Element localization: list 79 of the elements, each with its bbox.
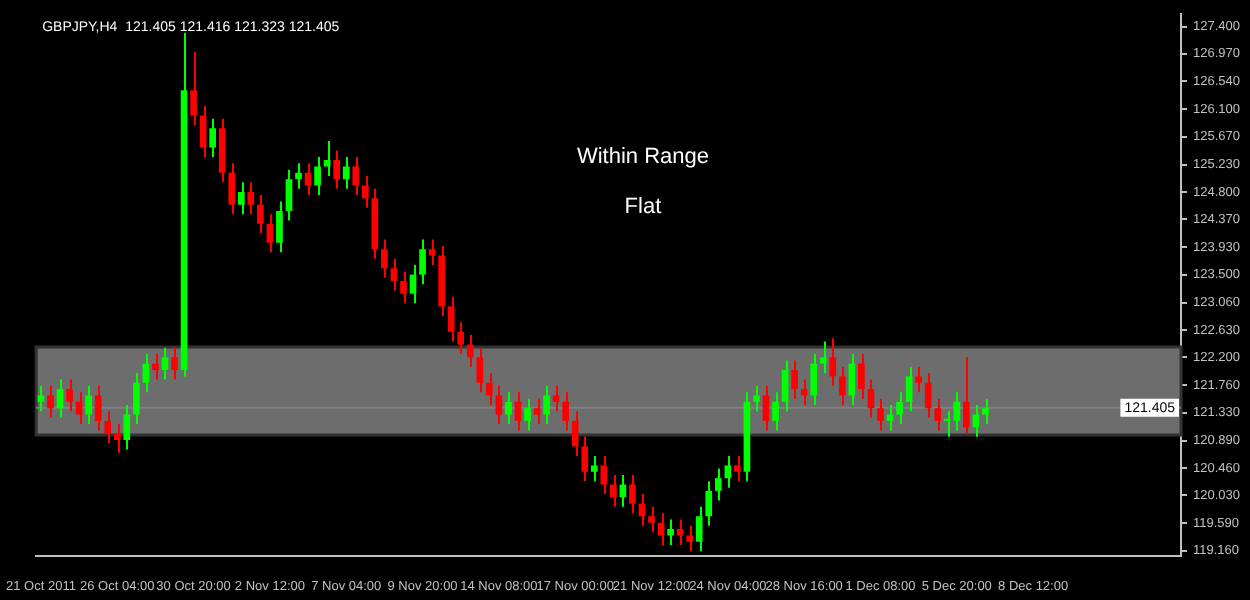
candlestick [867, 378, 875, 419]
candlestick [133, 372, 140, 426]
candlestick [361, 175, 369, 209]
candlestick [486, 372, 493, 407]
candlestick [877, 397, 884, 432]
candlestick [85, 384, 92, 426]
candlestick [562, 391, 569, 432]
candlestick [590, 454, 598, 483]
candlestick [648, 505, 655, 534]
candlestick [915, 365, 922, 394]
candlestick [924, 372, 932, 419]
candlestick [724, 454, 732, 489]
candlestick [896, 391, 903, 426]
candlestick [142, 353, 150, 394]
candlestick [753, 384, 760, 413]
candlestick [104, 410, 112, 445]
candlestick [247, 181, 255, 216]
candlestick [218, 117, 226, 184]
candlestick [552, 384, 560, 413]
candlestick [772, 391, 779, 432]
candlestick [476, 346, 484, 394]
candlestick [686, 524, 694, 553]
annotation: Flat [624, 194, 662, 219]
candlestick [533, 397, 541, 426]
candlestick [800, 378, 808, 407]
candlestick [333, 149, 341, 190]
candlestick [543, 384, 550, 426]
candlestick [47, 384, 54, 419]
candlestick [161, 346, 169, 381]
candlestick [257, 194, 264, 235]
candlestick [629, 473, 636, 515]
candlestick [505, 391, 512, 426]
candlestick [819, 340, 827, 375]
candlestick [390, 257, 398, 292]
candlestick [285, 168, 293, 222]
candlestick [495, 384, 503, 426]
candlestick [762, 384, 770, 432]
candlestick [524, 397, 531, 432]
candlestick [56, 378, 64, 419]
candlestick [734, 454, 741, 483]
candlestick [466, 334, 474, 368]
candlestick [667, 518, 674, 546]
annotation: Within Range [576, 144, 709, 169]
candlestick [934, 397, 942, 432]
candlestick [352, 155, 360, 197]
candlestick [209, 117, 217, 158]
candlestick [781, 359, 789, 413]
candlestick [276, 200, 283, 254]
candlestick [295, 162, 302, 190]
candlestick [829, 337, 837, 387]
candlestick [400, 270, 407, 305]
candlestick [905, 365, 913, 413]
candlestick [237, 181, 245, 216]
candlestick [810, 353, 818, 407]
candlestick [66, 378, 73, 413]
candlestick [152, 353, 159, 381]
candlestick [190, 50, 197, 127]
candlestick [791, 359, 798, 400]
candlestick [381, 238, 388, 279]
candlestick [838, 365, 846, 407]
candlestick [123, 404, 131, 451]
candlestick [314, 155, 321, 197]
candlestick [963, 356, 970, 435]
candlestick [171, 346, 178, 381]
candlestick [304, 162, 312, 197]
candlestick [428, 238, 436, 267]
candlestick [982, 397, 989, 426]
candlestick [600, 454, 608, 496]
candlestick [113, 423, 121, 454]
candlestick [94, 384, 102, 432]
candlestick [610, 473, 617, 508]
candlestick [228, 162, 236, 216]
candlestick [266, 213, 274, 254]
candlestick [37, 384, 45, 413]
candlestick [714, 467, 722, 502]
candlestick [75, 391, 83, 426]
candlestick [342, 155, 350, 190]
candlestick [514, 391, 522, 432]
candlestick [858, 353, 865, 400]
